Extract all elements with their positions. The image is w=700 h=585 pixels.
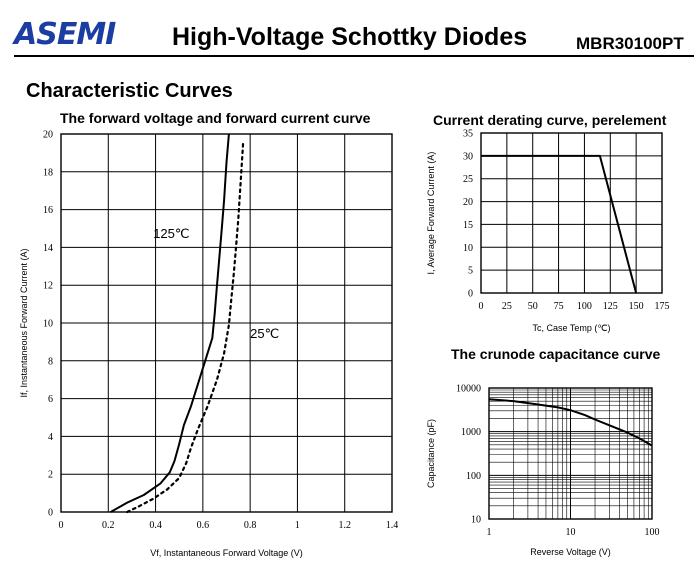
forward-y-axis-label: If, Instantaneous Forward Current (A) — [19, 248, 29, 397]
derating-y-tick-label: 15 — [463, 220, 473, 231]
forward-chart-title: The forward voltage and forward current … — [60, 110, 371, 126]
derating-x-tick-label: 175 — [655, 301, 670, 312]
forward-y-tick-label: 6 — [48, 394, 53, 405]
derating-y-axis-label: I, Average Forward Current (A) — [426, 152, 436, 275]
derating-x-tick-label: 150 — [629, 301, 644, 312]
section-title: Characteristic Curves — [26, 80, 233, 102]
capacitance-x-tick-label: 1 — [487, 527, 492, 538]
forward-x-tick-label: 1.2 — [338, 520, 351, 531]
capacitance-series-line-1 — [488, 398, 653, 447]
capacitance-y-tick-label: 100 — [466, 471, 481, 482]
forward-y-tick-label: 8 — [48, 356, 53, 367]
capacitance-y-axis-label: Capacitance (pF) — [426, 419, 436, 488]
forward-x-tick-label: 1.4 — [386, 520, 399, 531]
forward-y-tick-label: 18 — [43, 167, 53, 178]
forward-y-tick-label: 16 — [43, 205, 53, 216]
derating-x-tick-label: 100 — [577, 301, 592, 312]
forward-plot-frame — [60, 133, 393, 513]
forward-y-tick-label: 2 — [48, 470, 53, 481]
derating-y-tick-label: 10 — [463, 243, 473, 254]
derating-y-tick-label: 0 — [468, 289, 473, 300]
part-number: MBR30100PT — [576, 34, 684, 53]
forward-x-tick-label: 0.4 — [149, 520, 162, 531]
derating-x-tick-label: 25 — [502, 301, 512, 312]
derating-plot-frame — [480, 132, 663, 294]
forward-y-tick-label: 4 — [48, 432, 53, 443]
forward-y-tick-label: 20 — [43, 130, 53, 141]
forward-x-tick-label: 0 — [59, 520, 64, 531]
capacitance-x-axis-label: Reverse Voltage (V) — [530, 547, 611, 557]
forward-y-tick-label: 10 — [43, 319, 53, 330]
capacitance-y-tick-label: 10 — [471, 515, 481, 526]
capacitance-y-tick-label: 10000 — [456, 384, 481, 395]
capacitance-plot-frame — [488, 387, 653, 520]
forward-series-line-1 — [110, 133, 230, 513]
derating-y-tick-label: 35 — [463, 129, 473, 140]
forward-x-tick-label: 0.6 — [197, 520, 210, 531]
derating-y-tick-label: 30 — [463, 151, 473, 162]
company-logo: ASEMI — [14, 17, 116, 52]
derating-chart-title: Current derating curve, perelement — [433, 112, 667, 128]
forward-x-tick-label: 0.2 — [102, 520, 115, 531]
forward-series-line-2 — [126, 142, 245, 514]
forward-y-tick-label: 12 — [43, 281, 53, 292]
capacitance-x-tick-label: 100 — [645, 527, 660, 538]
derating-x-tick-label: 125 — [603, 301, 618, 312]
document-title: High-Voltage Schottky Diodes — [172, 23, 528, 51]
derating-y-tick-label: 20 — [463, 197, 473, 208]
forward-annotation: 25℃ — [250, 326, 279, 341]
capacitance-y-tick-label: 1000 — [461, 427, 481, 438]
capacitance-x-tick-label: 10 — [566, 527, 576, 538]
forward-annotation: 125℃ — [153, 226, 189, 241]
forward-x-axis-label: Vf, Instantaneous Forward Voltage (V) — [150, 548, 303, 558]
forward-y-tick-label: 0 — [48, 508, 53, 519]
derating-y-tick-label: 5 — [468, 266, 473, 277]
capacitance-chart-title: The crunode capacitance curve — [451, 346, 661, 362]
header-rule — [14, 55, 694, 57]
derating-x-tick-label: 50 — [528, 301, 538, 312]
derating-series-line-1 — [481, 154, 638, 294]
derating-x-tick-label: 75 — [554, 301, 564, 312]
forward-x-tick-label: 0.8 — [244, 520, 257, 531]
forward-y-tick-label: 14 — [43, 243, 53, 254]
derating-x-tick-label: 0 — [479, 301, 484, 312]
derating-y-tick-label: 25 — [463, 174, 473, 185]
derating-x-axis-label: Tc, Case Temp (℃) — [533, 323, 611, 333]
forward-x-tick-label: 1 — [295, 520, 300, 531]
